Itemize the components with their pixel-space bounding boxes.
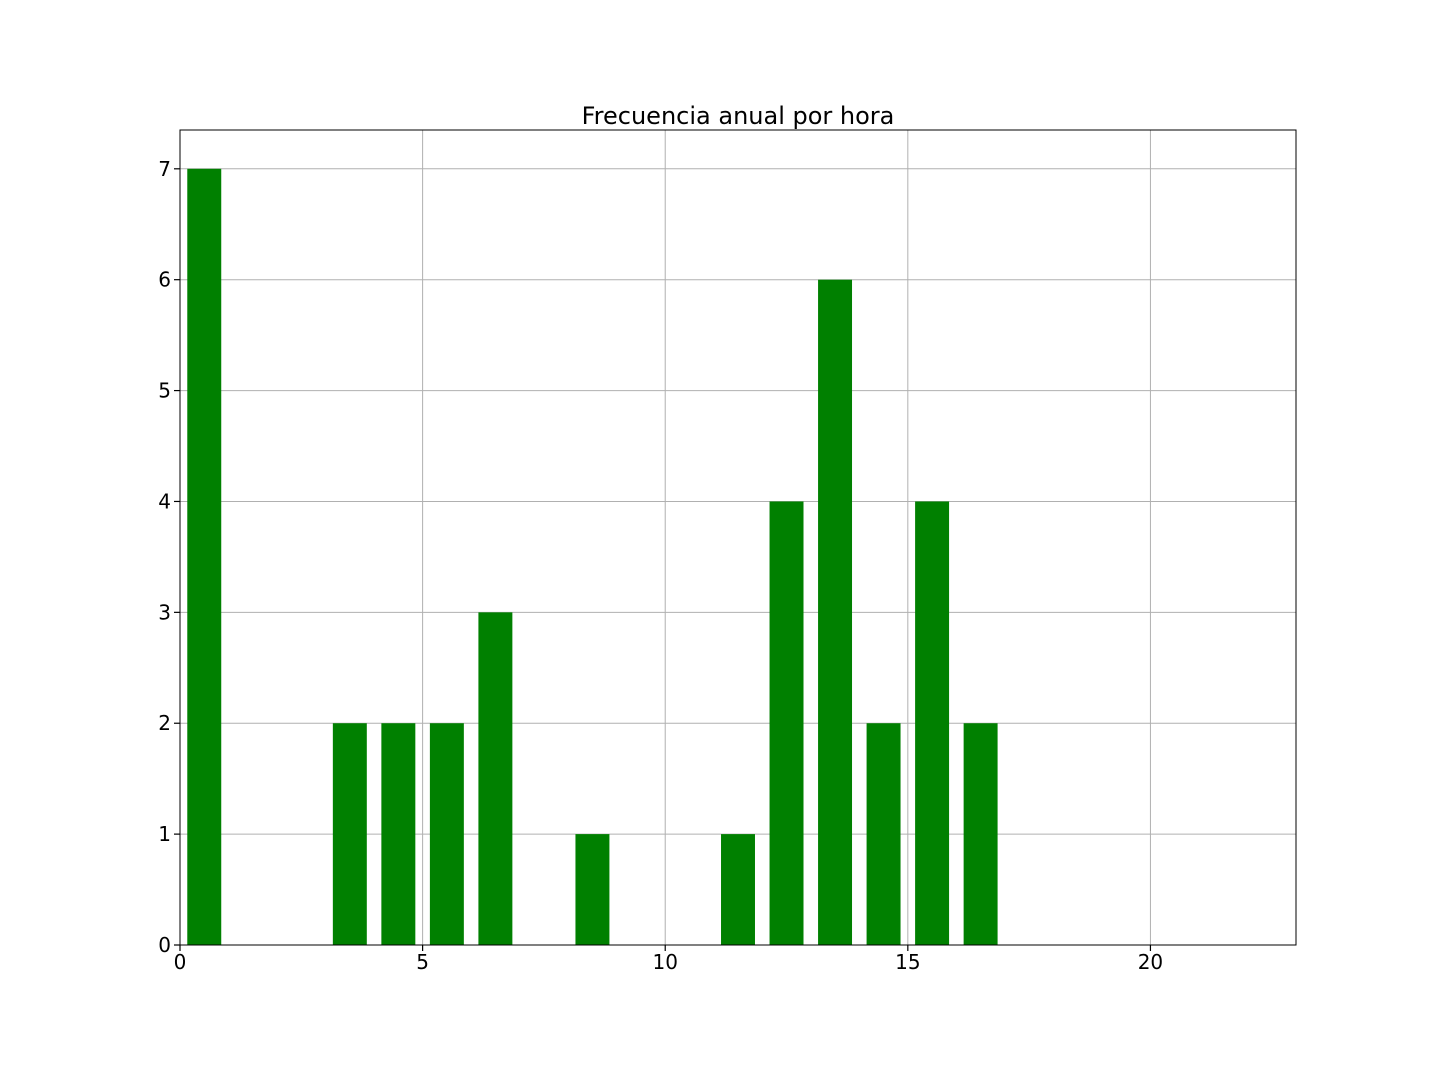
y-tick-label: 6 — [158, 268, 171, 292]
histogram-bar — [769, 501, 804, 945]
histogram-bar — [429, 723, 464, 945]
histogram-bar — [332, 723, 367, 945]
y-tick-label: 5 — [158, 379, 171, 403]
histogram-bar — [721, 834, 755, 945]
x-tick-label: 10 — [652, 950, 677, 974]
histogram-bar — [381, 723, 416, 945]
y-axis: 0 1 2 3 4 5 6 7 — [158, 157, 180, 957]
x-axis: 0 5 10 15 20 — [174, 945, 1163, 974]
histogram-bar — [187, 168, 222, 946]
y-tick-label: 0 — [158, 933, 171, 957]
chart-title: Frecuencia anual por hora — [582, 102, 895, 130]
histogram-bar — [575, 834, 610, 945]
x-tick-label: 0 — [174, 950, 187, 974]
x-tick-label: 20 — [1138, 950, 1163, 974]
y-tick-label: 7 — [158, 157, 171, 181]
bars — [187, 168, 998, 946]
y-tick-label: 3 — [158, 600, 171, 624]
histogram-bar — [963, 723, 998, 945]
x-tick-label: 5 — [416, 950, 429, 974]
histogram-bar — [915, 501, 950, 945]
x-tick-label: 15 — [895, 950, 920, 974]
plot-area-frame — [179, 129, 1297, 946]
y-tick-label: 1 — [158, 822, 171, 846]
y-tick-label: 2 — [158, 711, 171, 735]
histogram-bar — [818, 279, 853, 946]
histogram-bar — [866, 723, 901, 945]
y-tick-label: 4 — [158, 489, 171, 513]
histogram-bar — [478, 612, 513, 945]
